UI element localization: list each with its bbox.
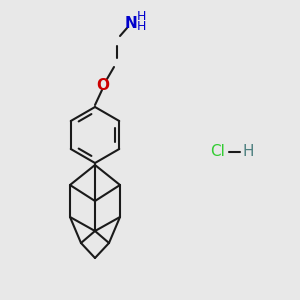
Text: H: H [136, 20, 146, 34]
Text: N: N [124, 16, 137, 31]
Text: O: O [97, 77, 110, 92]
Text: H: H [242, 145, 254, 160]
Text: Cl: Cl [211, 145, 225, 160]
Text: H: H [136, 11, 146, 23]
